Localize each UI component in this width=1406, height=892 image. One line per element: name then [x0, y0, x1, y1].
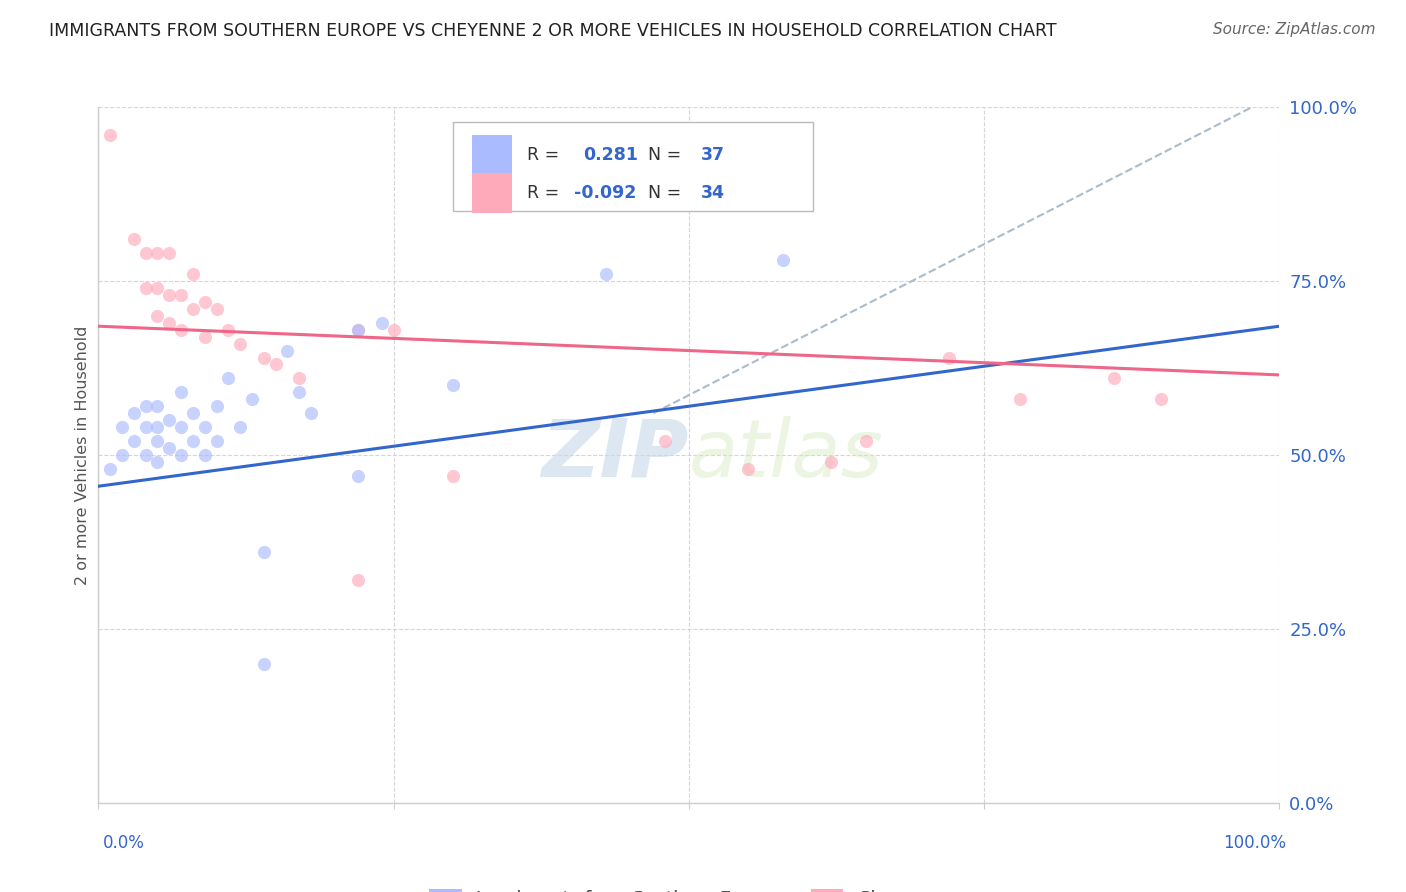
Point — [371, 316, 394, 330]
Point — [229, 420, 252, 434]
Text: 34: 34 — [700, 184, 724, 202]
Point — [288, 385, 311, 400]
Point — [135, 246, 157, 260]
Text: 0.0%: 0.0% — [103, 834, 145, 852]
FancyBboxPatch shape — [471, 173, 512, 213]
Point — [441, 378, 464, 392]
Point — [194, 420, 217, 434]
Point — [181, 267, 204, 281]
Point — [938, 351, 960, 365]
Point — [229, 336, 252, 351]
Point — [654, 434, 676, 448]
Point — [240, 392, 263, 407]
Point — [170, 288, 193, 302]
Point — [157, 316, 180, 330]
Text: N =: N = — [648, 184, 681, 202]
Point — [111, 420, 134, 434]
FancyBboxPatch shape — [453, 122, 813, 211]
Text: R =: R = — [527, 184, 560, 202]
Point — [205, 434, 228, 448]
Point — [1150, 392, 1173, 407]
Legend: Immigrants from Southern Europe, Cheyenne: Immigrants from Southern Europe, Cheyenn… — [422, 881, 956, 892]
Point — [135, 281, 157, 295]
Point — [146, 420, 169, 434]
Point — [595, 267, 617, 281]
Point — [276, 343, 298, 358]
Text: Source: ZipAtlas.com: Source: ZipAtlas.com — [1212, 22, 1375, 37]
Point — [737, 462, 759, 476]
Text: N =: N = — [648, 145, 681, 163]
Point — [146, 246, 169, 260]
FancyBboxPatch shape — [471, 135, 512, 175]
Point — [135, 399, 157, 413]
Point — [135, 420, 157, 434]
Point — [122, 434, 145, 448]
Text: R =: R = — [527, 145, 560, 163]
Text: atlas: atlas — [689, 416, 884, 494]
Point — [157, 288, 180, 302]
Point — [98, 462, 121, 476]
Point — [253, 657, 276, 671]
Point — [217, 323, 239, 337]
Text: 100.0%: 100.0% — [1223, 834, 1286, 852]
Point — [820, 455, 842, 469]
Point — [217, 371, 239, 385]
Point — [205, 399, 228, 413]
Point — [157, 413, 180, 427]
Point — [1008, 392, 1031, 407]
Point — [146, 309, 169, 323]
Point — [264, 358, 287, 372]
Point — [170, 323, 193, 337]
Point — [170, 448, 193, 462]
Point — [135, 448, 157, 462]
Text: ZIP: ZIP — [541, 416, 689, 494]
Point — [299, 406, 322, 420]
Point — [170, 420, 193, 434]
Text: 0.281: 0.281 — [582, 145, 638, 163]
Point — [170, 385, 193, 400]
Point — [347, 323, 370, 337]
Point — [146, 434, 169, 448]
Y-axis label: 2 or more Vehicles in Household: 2 or more Vehicles in Household — [75, 326, 90, 584]
Point — [98, 128, 121, 142]
Text: -0.092: -0.092 — [575, 184, 637, 202]
Point — [855, 434, 877, 448]
Point — [205, 301, 228, 316]
Point — [194, 448, 217, 462]
Point — [382, 323, 405, 337]
Point — [146, 455, 169, 469]
Point — [181, 301, 204, 316]
Point — [288, 371, 311, 385]
Point — [146, 281, 169, 295]
Point — [194, 329, 217, 343]
Point — [347, 573, 370, 587]
Point — [181, 406, 204, 420]
Point — [122, 232, 145, 246]
Point — [347, 468, 370, 483]
Point — [194, 294, 217, 309]
Text: 37: 37 — [700, 145, 724, 163]
Point — [772, 253, 794, 268]
Text: IMMIGRANTS FROM SOUTHERN EUROPE VS CHEYENNE 2 OR MORE VEHICLES IN HOUSEHOLD CORR: IMMIGRANTS FROM SOUTHERN EUROPE VS CHEYE… — [49, 22, 1057, 40]
Point — [122, 406, 145, 420]
Point — [441, 468, 464, 483]
Point — [157, 246, 180, 260]
Point — [347, 323, 370, 337]
Point — [253, 545, 276, 559]
Point — [146, 399, 169, 413]
Point — [111, 448, 134, 462]
Point — [1102, 371, 1125, 385]
Point — [181, 434, 204, 448]
Point — [253, 351, 276, 365]
Point — [157, 441, 180, 455]
